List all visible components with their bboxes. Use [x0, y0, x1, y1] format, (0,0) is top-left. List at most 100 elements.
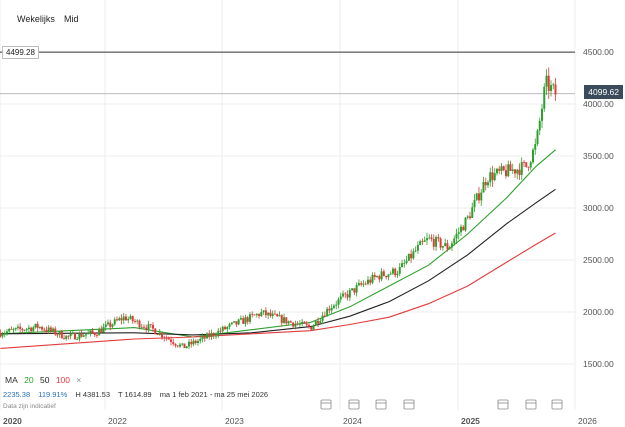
- candle-body: [403, 262, 406, 264]
- ma100-toggle[interactable]: 100: [55, 375, 70, 385]
- x-tick-label: 2023: [225, 416, 244, 426]
- event-marker-icon: [525, 399, 537, 410]
- candle-body: [47, 327, 50, 332]
- candle-body: [500, 166, 503, 171]
- y-tick-label: 2500.00: [583, 255, 614, 265]
- candle-body: [330, 307, 333, 311]
- candle-body: [514, 169, 516, 174]
- candle-body: [273, 313, 276, 315]
- candle-body: [165, 337, 168, 339]
- candle-body: [185, 346, 188, 349]
- candle-body: [487, 182, 489, 186]
- candle-body: [478, 193, 480, 201]
- candle-body: [482, 182, 485, 193]
- candle-body: [43, 329, 46, 331]
- candle-body: [3, 333, 6, 335]
- candle-body: [337, 299, 340, 305]
- candle-body: [12, 329, 15, 331]
- candle-body: [255, 314, 258, 316]
- candle-body: [401, 263, 404, 267]
- candle-body: [104, 324, 107, 327]
- candle-body: [201, 336, 204, 339]
- candle-body: [147, 324, 150, 330]
- y-tick-label: 4000.00: [583, 99, 614, 109]
- candle-body: [244, 317, 247, 324]
- candle-body: [120, 318, 123, 321]
- candle-body: [412, 251, 415, 259]
- candle-body: [206, 333, 208, 339]
- candle-body: [326, 308, 329, 317]
- candle-body: [167, 337, 170, 340]
- candle-body: [387, 274, 390, 278]
- candle-body: [491, 172, 494, 181]
- candle-body: [0, 332, 2, 337]
- candle-body: [366, 279, 369, 284]
- candle-body: [149, 324, 152, 326]
- candle-body: [49, 327, 52, 331]
- candle-body: [298, 323, 301, 325]
- candle-body: [464, 217, 467, 231]
- candle-body: [129, 316, 132, 319]
- candle-body: [89, 330, 92, 333]
- candle-body: [376, 276, 379, 278]
- candle-body: [353, 288, 356, 293]
- candle-body: [446, 243, 449, 250]
- candle-body: [76, 339, 79, 340]
- candle-body: [378, 276, 381, 280]
- candle-body: [342, 293, 345, 297]
- candle-body: [208, 333, 211, 338]
- candle-body: [30, 327, 33, 332]
- candle-body: [54, 328, 57, 335]
- candle-body: [473, 199, 476, 208]
- candle-body: [269, 312, 272, 316]
- ma20-toggle[interactable]: 20: [24, 375, 34, 385]
- candle-body: [140, 326, 143, 328]
- ohlc-last: 2235.38: [3, 390, 31, 399]
- candle-body: [425, 238, 428, 241]
- candle-body: [91, 330, 94, 333]
- candle-body: [93, 332, 96, 335]
- candle-body: [217, 330, 220, 336]
- candle-body: [351, 288, 354, 291]
- candle-body: [543, 86, 546, 109]
- y-tick-label: 4500.00: [583, 47, 614, 57]
- candle-body: [267, 312, 270, 316]
- candle-body: [346, 294, 349, 298]
- event-marker-icon: [497, 399, 509, 410]
- candle-body: [527, 166, 530, 168]
- candle-body: [154, 328, 157, 335]
- x-tick-label: 2025: [461, 416, 480, 426]
- candle-body: [550, 85, 552, 91]
- price-type-selector[interactable]: Mid: [64, 14, 79, 24]
- candle-body: [260, 311, 263, 317]
- candle-body: [23, 330, 26, 331]
- candle-body: [419, 241, 422, 246]
- candle-body: [307, 324, 310, 327]
- candle-body: [82, 335, 85, 337]
- candle-body: [145, 327, 148, 330]
- reference-line-label[interactable]: 4499.28: [2, 46, 39, 59]
- candle-body: [319, 320, 322, 324]
- candle-body: [552, 84, 555, 86]
- candle-body: [228, 324, 231, 327]
- candle-body: [176, 345, 179, 347]
- timeframe-selector[interactable]: Wekelijks: [17, 14, 55, 24]
- candle-body: [226, 326, 229, 330]
- close-indicator-button[interactable]: ×: [76, 375, 82, 385]
- candle-body: [71, 333, 74, 334]
- candle-body: [170, 339, 172, 343]
- candle-body: [67, 335, 70, 337]
- candle-body: [221, 326, 224, 332]
- candle-body: [136, 320, 139, 322]
- ma50-toggle[interactable]: 50: [39, 375, 50, 385]
- candle-body: [496, 168, 498, 174]
- candle-body: [435, 237, 438, 247]
- candle-body: [523, 162, 525, 163]
- candle-body: [348, 290, 351, 298]
- candle-body: [116, 319, 118, 321]
- candle-body: [41, 326, 44, 330]
- candle-body: [484, 182, 487, 186]
- candle-body: [190, 341, 193, 345]
- candle-body: [80, 333, 83, 337]
